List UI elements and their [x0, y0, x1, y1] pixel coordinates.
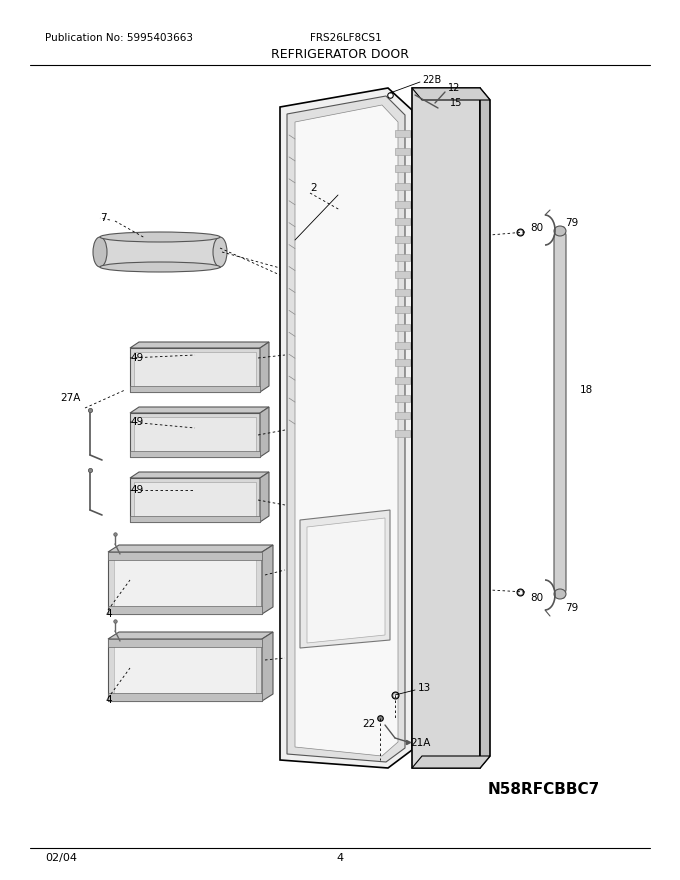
Polygon shape	[307, 518, 385, 643]
Polygon shape	[260, 472, 269, 522]
Polygon shape	[395, 306, 410, 313]
Polygon shape	[100, 237, 220, 267]
Polygon shape	[395, 324, 410, 331]
Polygon shape	[395, 148, 410, 155]
Polygon shape	[395, 253, 410, 260]
Polygon shape	[108, 545, 273, 552]
Text: 15: 15	[450, 98, 462, 108]
Ellipse shape	[100, 262, 220, 272]
Text: 21A: 21A	[410, 738, 430, 748]
Polygon shape	[412, 756, 490, 768]
Ellipse shape	[100, 232, 220, 242]
Polygon shape	[395, 236, 410, 243]
Text: FRS26LF8CS1: FRS26LF8CS1	[310, 33, 381, 43]
Text: 4: 4	[337, 853, 343, 863]
Text: 49: 49	[130, 417, 143, 427]
Text: Publication No: 5995403663: Publication No: 5995403663	[45, 33, 193, 43]
Polygon shape	[395, 413, 410, 420]
Text: 79: 79	[565, 603, 578, 613]
Polygon shape	[114, 558, 256, 608]
Ellipse shape	[554, 589, 566, 599]
Polygon shape	[260, 407, 269, 457]
Text: REFRIGERATOR DOOR: REFRIGERATOR DOOR	[271, 48, 409, 62]
Polygon shape	[300, 510, 390, 648]
Polygon shape	[395, 395, 410, 401]
Polygon shape	[395, 218, 410, 225]
Ellipse shape	[213, 237, 227, 267]
Text: 22B: 22B	[422, 75, 441, 85]
Text: N58RFCBBC7: N58RFCBBC7	[488, 782, 600, 797]
Polygon shape	[262, 545, 273, 614]
Text: 27A: 27A	[60, 393, 80, 403]
Polygon shape	[108, 639, 262, 701]
Polygon shape	[412, 88, 480, 768]
Ellipse shape	[93, 237, 107, 267]
Polygon shape	[295, 105, 398, 756]
Polygon shape	[395, 130, 410, 137]
Ellipse shape	[554, 226, 566, 236]
Polygon shape	[134, 352, 256, 388]
Polygon shape	[108, 606, 262, 614]
Text: 4: 4	[105, 695, 112, 705]
Polygon shape	[130, 348, 260, 392]
Polygon shape	[108, 693, 262, 701]
Polygon shape	[130, 386, 260, 392]
Polygon shape	[395, 430, 410, 437]
Polygon shape	[480, 88, 490, 768]
Polygon shape	[114, 645, 256, 695]
Polygon shape	[395, 201, 410, 208]
Polygon shape	[130, 516, 260, 522]
Text: 7: 7	[100, 213, 107, 223]
Polygon shape	[130, 472, 269, 478]
Polygon shape	[260, 342, 269, 392]
Text: 18: 18	[580, 385, 593, 395]
Polygon shape	[412, 88, 490, 100]
Polygon shape	[287, 96, 405, 762]
Polygon shape	[130, 451, 260, 457]
Text: 12: 12	[448, 83, 460, 93]
Polygon shape	[395, 289, 410, 296]
Polygon shape	[108, 632, 273, 639]
Text: 49: 49	[130, 485, 143, 495]
Polygon shape	[395, 341, 410, 348]
Text: 02/04: 02/04	[45, 853, 77, 863]
Polygon shape	[134, 417, 256, 453]
Polygon shape	[108, 552, 262, 560]
Polygon shape	[395, 165, 410, 172]
Text: 80: 80	[530, 593, 543, 603]
Polygon shape	[395, 271, 410, 278]
Polygon shape	[395, 359, 410, 366]
Text: 13: 13	[418, 683, 431, 693]
Polygon shape	[395, 183, 410, 190]
Text: 49: 49	[130, 353, 143, 363]
Text: 80: 80	[530, 223, 543, 233]
Text: 22: 22	[362, 719, 375, 729]
Polygon shape	[130, 413, 260, 457]
Text: 4: 4	[105, 609, 112, 619]
Text: 2: 2	[310, 183, 317, 193]
Polygon shape	[134, 482, 256, 518]
Polygon shape	[108, 552, 262, 614]
Polygon shape	[130, 407, 269, 413]
Polygon shape	[280, 88, 412, 768]
Polygon shape	[554, 227, 566, 598]
Polygon shape	[130, 342, 269, 348]
Polygon shape	[130, 478, 260, 522]
Polygon shape	[108, 639, 262, 647]
Polygon shape	[395, 377, 410, 384]
Text: 79: 79	[565, 218, 578, 228]
Polygon shape	[262, 632, 273, 701]
